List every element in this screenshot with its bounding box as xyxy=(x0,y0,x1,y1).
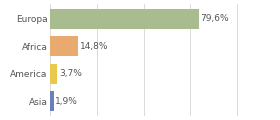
Text: 3,7%: 3,7% xyxy=(59,69,82,78)
Text: 1,9%: 1,9% xyxy=(55,97,78,106)
Bar xyxy=(50,9,199,29)
Bar xyxy=(50,91,54,111)
Text: 14,8%: 14,8% xyxy=(80,42,108,51)
Bar xyxy=(50,36,78,56)
Text: 79,6%: 79,6% xyxy=(200,14,229,23)
Bar xyxy=(50,64,57,84)
